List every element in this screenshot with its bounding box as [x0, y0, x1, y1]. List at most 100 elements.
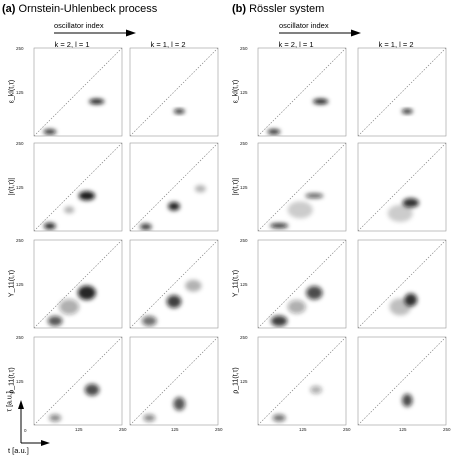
cell-background	[130, 337, 218, 425]
panel-a-row-3-ytick-250: 250	[16, 238, 24, 243]
panel-b-row-3-ytick-250: 250	[240, 238, 248, 243]
heat-blob	[89, 98, 105, 105]
cell-frame	[129, 239, 219, 329]
panel-b-row-4-ytick-125: 125	[240, 379, 248, 384]
panel-a-col-1-xtick-125: 125	[75, 427, 83, 432]
panel-a-row-4-ytick-125: 125	[16, 379, 24, 384]
panel-a-letter: (a)	[2, 3, 16, 15]
heat-blob	[173, 397, 186, 411]
heat-blob	[306, 286, 323, 300]
panel-a-row-1-col-1-cell	[33, 47, 123, 137]
cell-background	[130, 48, 218, 136]
cell-frame	[257, 239, 347, 329]
heat-blob	[78, 191, 95, 201]
panel-b-row-2-ytick-125: 125	[240, 185, 248, 190]
cell-background	[34, 143, 122, 231]
panel-a-row-1-col-2-cell	[129, 47, 219, 137]
cell-background	[258, 48, 346, 136]
heat-blob	[185, 279, 202, 292]
panel-a-title-text: Ornstein-Uhlenbeck process	[18, 3, 158, 15]
panel-a-col-1-xtick-250: 250	[119, 427, 127, 432]
heat-blob	[310, 385, 322, 394]
cell-frame	[257, 336, 347, 426]
cell-frame	[33, 142, 123, 232]
heat-blob	[287, 300, 306, 314]
cell-background	[130, 240, 218, 328]
panel-a-row-2-col-2-cell	[129, 142, 219, 232]
cell-frame	[257, 142, 347, 232]
panel-b-letter: (b)	[232, 3, 247, 15]
panel-b-arrow-label: oscillator index	[279, 21, 329, 30]
panel-b-row-2-ytick-250: 250	[240, 141, 248, 146]
heat-blob	[77, 285, 96, 300]
heat-blob	[287, 201, 313, 219]
heat-blob	[267, 129, 281, 135]
cell-frame	[357, 47, 447, 137]
panel-a-arrow-label: oscillator index	[54, 21, 104, 30]
heat-blob	[194, 185, 206, 193]
panel-b-row-2-col-1-cell	[257, 142, 347, 232]
panel-a-row-2-col-1-cell	[33, 142, 123, 232]
heat-blob	[389, 298, 412, 316]
cell-background	[258, 240, 346, 328]
panel-a-row-2-ytick-125: 125	[16, 185, 24, 190]
panel-a-row-4-col-2-cell	[129, 336, 219, 426]
panel-b-row-3-ytick-125: 125	[240, 282, 248, 287]
heat-blob	[402, 393, 413, 407]
panel-a-col-2-xtick-125: 125	[171, 427, 179, 432]
t-axis-label: t [a.u.]	[8, 446, 29, 455]
cell-background	[34, 48, 122, 136]
heat-blob	[139, 223, 152, 231]
panel-b-row-1-ytick-250: 250	[240, 46, 248, 51]
panel-b-row-3-col-1-cell	[257, 239, 347, 329]
panel-b-row-1-ytick-125: 125	[240, 90, 248, 95]
heat-blob	[142, 315, 157, 326]
panel-b-row-3-col-2-cell	[357, 239, 447, 329]
heat-blob	[47, 315, 63, 326]
cell-frame	[33, 336, 123, 426]
panel-b-title-text: Rössler system	[249, 3, 325, 15]
panel-b-row-1-col-1-cell	[257, 47, 347, 137]
heat-blob	[84, 383, 100, 396]
panel-a-col-2-header: k = 1, l = 2	[150, 40, 186, 49]
cell-background	[258, 337, 346, 425]
panel-a-row-3-col-2-cell	[129, 239, 219, 329]
heat-blob	[313, 98, 329, 105]
cell-frame	[257, 47, 347, 137]
panel-a-col-2-xtick-250: 250	[215, 427, 223, 432]
cell-frame	[33, 47, 123, 137]
heat-blob	[272, 414, 286, 422]
heat-blob	[270, 223, 289, 229]
cell-frame	[357, 142, 447, 232]
panel-b-row-4-col-2-cell	[357, 336, 447, 426]
panel-a-row-4-col-1-cell	[33, 336, 123, 426]
panel-b-row-2-col-2-cell	[357, 142, 447, 232]
panel-a-row-3-col-1-cell	[33, 239, 123, 329]
cell-background	[358, 48, 446, 136]
panel-b-title: (b) Rössler system	[232, 4, 324, 15]
panel-a-title: (a) Ornstein-Uhlenbeck process	[2, 4, 157, 15]
heat-blob	[173, 108, 185, 114]
panel-b-col-1-xtick-250: 250	[343, 427, 351, 432]
heat-blob	[143, 414, 156, 422]
panel-b-col-1-header: k = 2, l = 1	[278, 40, 314, 49]
heat-blob	[402, 198, 419, 208]
heat-blob	[49, 414, 61, 422]
cell-background	[34, 240, 122, 328]
cell-frame	[129, 47, 219, 137]
heat-blob	[270, 315, 288, 327]
cell-background	[358, 337, 446, 425]
panel-b-row-4-ytick-250: 250	[240, 335, 248, 340]
panel-a-row-1-ytick-250: 250	[16, 46, 24, 51]
cell-frame	[129, 336, 219, 426]
heat-blob	[166, 295, 182, 309]
panel-b-row-4-col-1-cell	[257, 336, 347, 426]
cell-background	[34, 337, 122, 425]
panel-b-col-2-xtick-250: 250	[443, 427, 451, 432]
panel-b-col-1-xtick-125: 125	[299, 427, 307, 432]
cell-frame	[33, 239, 123, 329]
